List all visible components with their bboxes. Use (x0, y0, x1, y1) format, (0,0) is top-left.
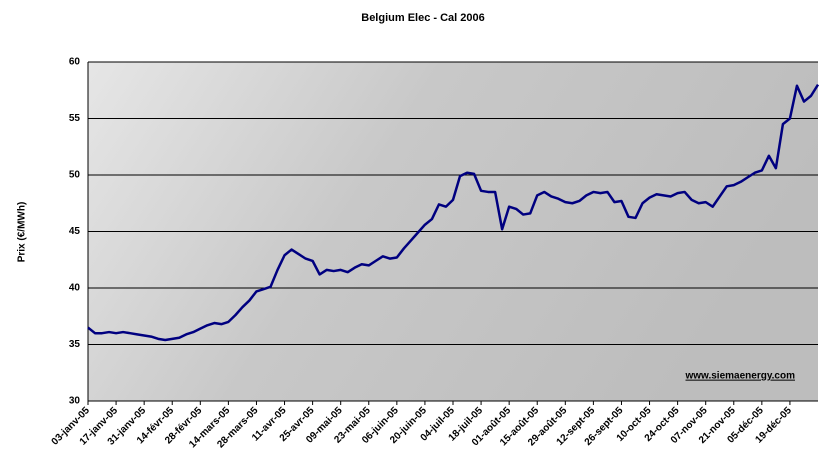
y-tick-label: 45 (69, 226, 81, 237)
chart-title: Belgium Elec - Cal 2006 (361, 12, 485, 24)
y-tick-label: 60 (69, 57, 81, 68)
y-tick-label: 40 (69, 283, 81, 294)
price-line (87, 83, 820, 342)
y-tick-label: 50 (69, 170, 81, 181)
annotation: www.siemaenergy.com (685, 371, 796, 382)
y-axis-label: Prix (€/MWh) (17, 202, 28, 263)
y-tick-label: 30 (69, 396, 81, 407)
y-tick-label: 55 (69, 113, 81, 124)
y-tick-label: 35 (69, 339, 81, 350)
